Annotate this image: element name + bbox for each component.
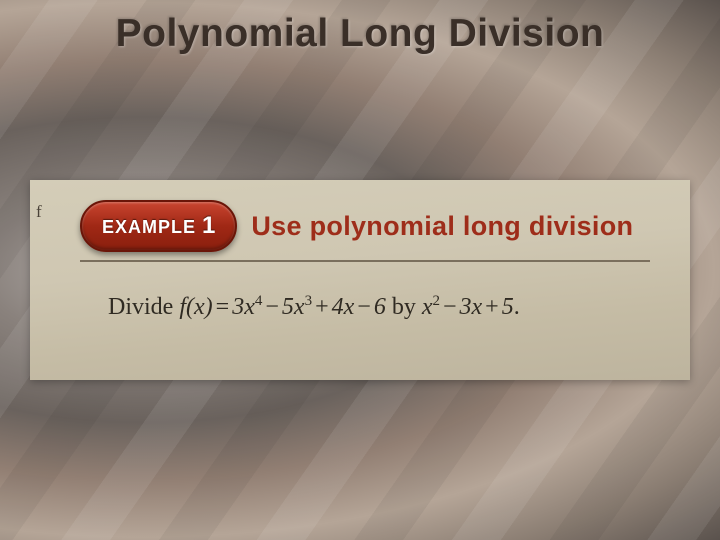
equals: = [216, 294, 230, 321]
example-header-row: EXAMPLE 1 Use polynomial long division [80, 200, 660, 252]
divider-line [80, 260, 650, 262]
example-label: EXAMPLE [102, 217, 196, 237]
example-number: 1 [202, 212, 215, 239]
div-op-2: + [485, 294, 499, 321]
divisor-term-3: 5 [502, 294, 514, 321]
op-2: + [315, 294, 329, 321]
slide-title: Polynomial Long Division [0, 12, 720, 56]
problem-statement: Divide f(x) = 3x4 − 5x3 + 4x − 6 by x2 −… [108, 294, 660, 321]
div-op-1: − [443, 294, 457, 321]
period: . [514, 294, 520, 321]
divisor-term-2: 3x [460, 294, 483, 321]
op-3: − [357, 294, 371, 321]
dividend-term-4: 6 [374, 294, 386, 321]
marginal-text: f [36, 202, 42, 222]
dividend-term-2: 5x3 [282, 294, 312, 321]
divide-word: Divide [108, 294, 173, 321]
divisor-term-1: x2 [422, 294, 440, 321]
by-word: by [392, 294, 416, 321]
dividend-term-3: 4x [332, 294, 355, 321]
dividend-term-1: 3x4 [232, 294, 262, 321]
example-heading: Use polynomial long division [251, 211, 633, 242]
example-badge: EXAMPLE 1 [80, 200, 237, 252]
slide-background: Polynomial Long Division f EXAMPLE 1 Use … [0, 0, 720, 540]
textbook-snippet: f EXAMPLE1 Use polynomial long division … [30, 180, 690, 380]
op-1: − [265, 294, 279, 321]
function-notation: f(x) [179, 294, 212, 321]
